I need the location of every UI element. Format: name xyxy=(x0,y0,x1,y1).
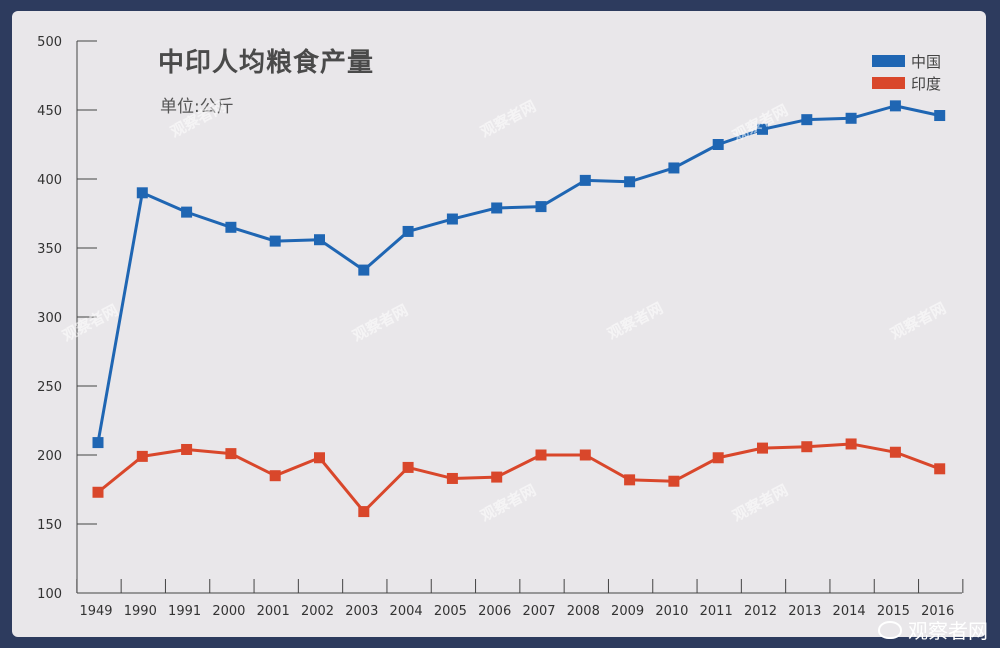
x-tick-label: 2008 xyxy=(567,604,600,619)
data-point-india xyxy=(358,506,370,518)
x-tick-label: 2013 xyxy=(788,604,821,619)
source-text: 观察者网 xyxy=(908,619,988,643)
x-tick-label: 2016 xyxy=(921,604,954,619)
series-line-india xyxy=(97,442,941,514)
y-tick-label: 200 xyxy=(37,449,62,464)
x-tick-label: 2015 xyxy=(877,604,910,619)
data-point-china xyxy=(314,234,325,246)
series-line-china xyxy=(96,104,941,443)
data-point-india xyxy=(136,450,148,462)
data-point-china xyxy=(535,201,547,213)
x-tick-label: 2000 xyxy=(212,604,245,619)
source-label: 观察者网 xyxy=(878,615,988,644)
legend-label-china: 中国 xyxy=(911,52,942,71)
x-tick-label: 2005 xyxy=(434,604,467,619)
y-tick-label: 150 xyxy=(37,518,62,533)
data-point-china xyxy=(402,225,414,237)
x-tick-label: 1991 xyxy=(168,604,201,619)
data-point-india xyxy=(181,443,193,455)
x-tick-label: 2012 xyxy=(744,604,777,619)
data-point-india xyxy=(757,442,768,454)
y-tick-label: 450 xyxy=(37,104,62,119)
y-tick-label: 350 xyxy=(37,242,62,257)
data-point-china xyxy=(225,221,237,233)
data-point-india xyxy=(491,471,503,483)
x-tick-label: 2007 xyxy=(522,604,555,619)
x-tick-label: 2002 xyxy=(301,604,334,619)
data-point-india xyxy=(934,463,946,475)
data-point-china xyxy=(491,202,503,214)
y-tick-label: 500 xyxy=(37,35,62,50)
x-tick-label: 2006 xyxy=(478,604,511,619)
data-point-india xyxy=(402,461,414,473)
chart-panel xyxy=(12,11,986,637)
data-point-china xyxy=(136,187,148,199)
data-point-china xyxy=(579,174,591,186)
legend-item-india: 印度 xyxy=(872,72,941,94)
x-tick-label: 2001 xyxy=(257,604,290,619)
data-point-india xyxy=(535,449,547,461)
data-point-china xyxy=(269,235,281,247)
data-point-india xyxy=(801,441,813,453)
weibo-icon xyxy=(878,620,902,639)
data-point-india xyxy=(225,448,237,460)
y-tick-label: 300 xyxy=(37,311,62,326)
data-point-india xyxy=(668,475,680,487)
legend-label-india: 印度 xyxy=(911,74,942,93)
data-point-china xyxy=(358,264,370,276)
data-point-india xyxy=(624,474,636,486)
data-point-india xyxy=(314,452,325,464)
y-tick-label: 400 xyxy=(37,173,62,188)
data-point-india xyxy=(712,452,724,464)
y-tick-label: 100 xyxy=(37,587,62,602)
x-tick-label: 2011 xyxy=(700,604,733,619)
legend-swatch-china xyxy=(872,55,905,67)
x-tick-label: 2009 xyxy=(611,604,644,619)
data-point-china xyxy=(889,100,901,112)
data-point-india xyxy=(269,470,281,482)
legend-item-china: 中国 xyxy=(872,50,941,72)
data-point-india xyxy=(889,446,901,458)
chart-subtitle: 单位:公斤 xyxy=(160,97,234,117)
data-point-china xyxy=(92,437,104,449)
legend-swatch-india xyxy=(872,77,905,89)
data-point-china xyxy=(801,114,813,126)
data-point-india xyxy=(92,486,104,498)
y-tick-label: 250 xyxy=(37,380,62,395)
data-point-china xyxy=(668,162,680,174)
data-point-china xyxy=(624,176,636,188)
data-point-china xyxy=(757,123,768,135)
data-point-china xyxy=(712,139,724,150)
x-tick-label: 2014 xyxy=(833,604,866,619)
data-point-india xyxy=(446,472,458,484)
data-point-india xyxy=(579,449,591,461)
data-point-china xyxy=(934,110,946,122)
x-tick-label: 2010 xyxy=(655,604,688,619)
data-point-india xyxy=(845,438,857,450)
data-point-china xyxy=(446,213,458,225)
x-tick-label: 2003 xyxy=(345,604,378,619)
data-point-china xyxy=(845,112,857,124)
x-tick-label: 1949 xyxy=(79,604,112,619)
x-tick-label: 1990 xyxy=(124,604,157,619)
legend: 中国 印度 xyxy=(872,50,941,94)
x-tick-label: 2004 xyxy=(390,604,423,619)
data-point-china xyxy=(181,206,193,218)
chart-title: 中印人均粮食产量 xyxy=(158,48,375,78)
